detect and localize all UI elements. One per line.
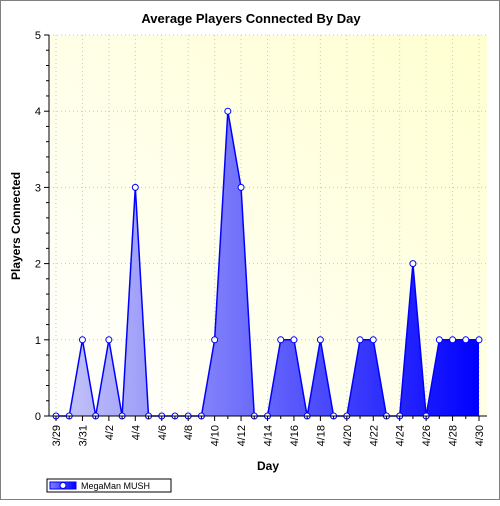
x-tick-label: 4/28 bbox=[448, 425, 460, 446]
data-point bbox=[211, 336, 219, 344]
x-tick-label: 4/26 bbox=[421, 425, 433, 446]
x-tick-label: 4/24 bbox=[395, 425, 407, 446]
x-tick-label: 4/12 bbox=[236, 425, 248, 446]
data-point bbox=[369, 336, 377, 344]
x-axis-title: Day bbox=[257, 459, 279, 473]
x-tick-label: 4/8 bbox=[183, 425, 195, 440]
y-axis-ticks: 0 1 2 3 4 5 bbox=[35, 30, 49, 423]
data-point bbox=[224, 107, 232, 115]
y-tick-label: 2 bbox=[35, 259, 41, 271]
data-point bbox=[277, 336, 285, 344]
x-tick-label: 4/10 bbox=[210, 425, 222, 446]
data-point bbox=[356, 336, 364, 344]
y-tick-label: 1 bbox=[35, 335, 41, 347]
x-axis-ticks: 3/29 3/31 4/2 4/4 4/6 4/8 4/10 4/12 4/14 4/16 4/18… bbox=[51, 416, 486, 446]
data-point bbox=[78, 336, 86, 344]
data-point bbox=[105, 336, 113, 344]
marker-layer bbox=[52, 107, 483, 420]
data-point bbox=[449, 336, 457, 344]
data-point bbox=[409, 260, 417, 268]
x-tick-label: 4/22 bbox=[368, 425, 380, 446]
x-tick-label: 4/18 bbox=[315, 425, 327, 446]
x-tick-label: 4/4 bbox=[130, 425, 142, 440]
x-tick-label: 4/30 bbox=[474, 425, 486, 446]
legend-box bbox=[46, 478, 172, 493]
x-tick-label: 4/20 bbox=[342, 425, 354, 446]
data-point bbox=[462, 336, 470, 344]
x-tick-label: 4/14 bbox=[263, 425, 275, 446]
data-point bbox=[131, 183, 139, 191]
y-tick-label: 0 bbox=[35, 411, 41, 423]
y-tick-label: 3 bbox=[35, 182, 41, 194]
data-point bbox=[237, 183, 245, 191]
data-point bbox=[435, 336, 443, 344]
y-tick-label: 5 bbox=[35, 30, 41, 42]
x-tick-label: 4/16 bbox=[289, 425, 301, 446]
legend-marker bbox=[59, 482, 67, 489]
chart-title: Average Players Connected By Day bbox=[141, 11, 361, 26]
data-point bbox=[290, 336, 298, 344]
y-tick-label: 4 bbox=[35, 106, 41, 118]
data-point bbox=[316, 336, 324, 344]
x-tick-label: 4/6 bbox=[157, 425, 169, 440]
x-tick-label: 3/29 bbox=[51, 425, 63, 446]
x-tick-label: 3/31 bbox=[77, 425, 89, 446]
legend-label: MegaMan MUSH bbox=[81, 481, 150, 491]
legend: MegaMan MUSH bbox=[46, 478, 172, 493]
x-tick-label: 4/2 bbox=[104, 425, 116, 440]
y-axis-title: Players Connected bbox=[9, 172, 23, 280]
data-point bbox=[475, 336, 483, 344]
